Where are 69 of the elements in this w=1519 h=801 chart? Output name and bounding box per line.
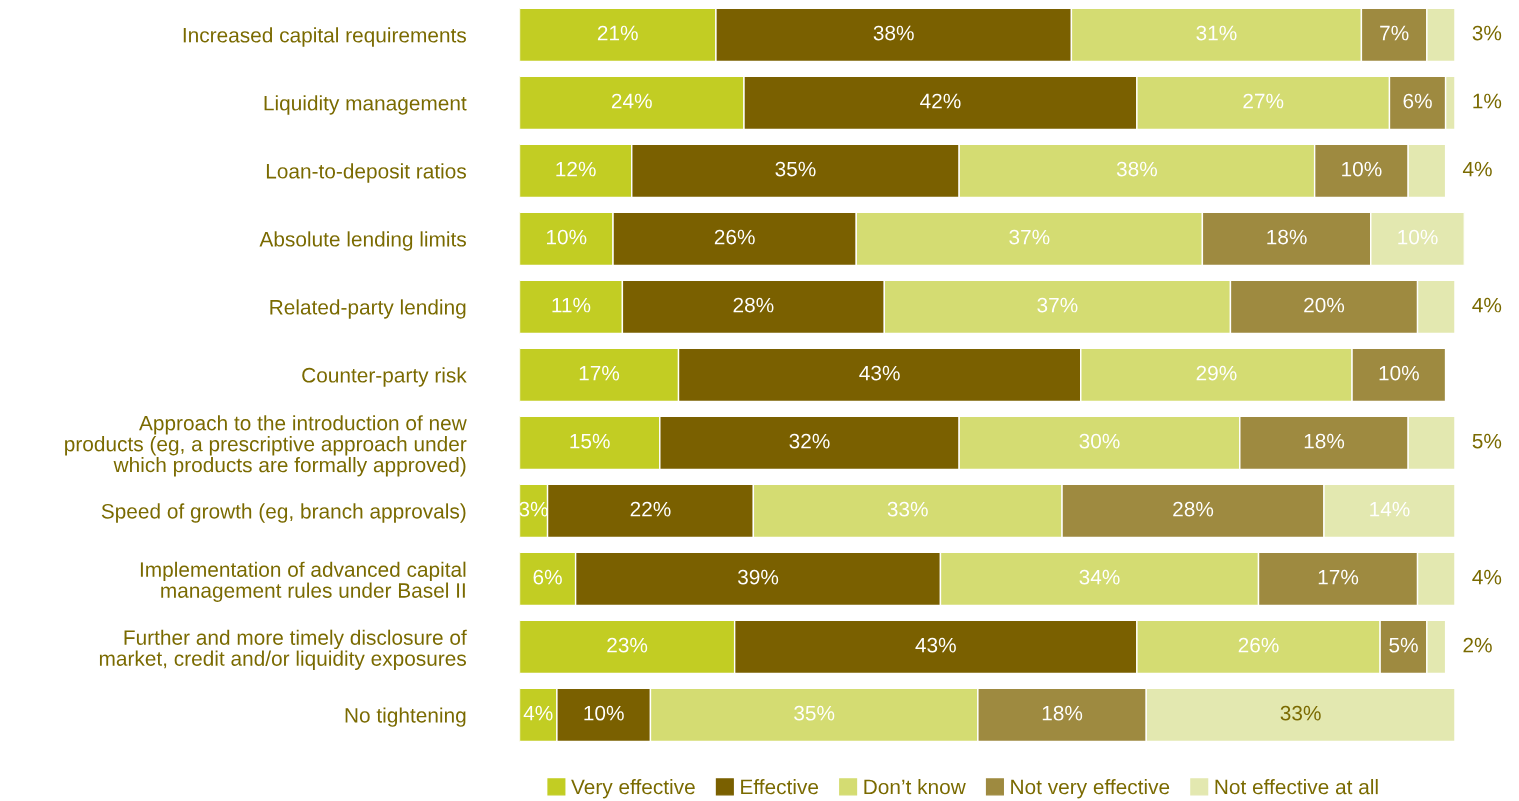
data-label: 10% bbox=[1379, 365, 1419, 381]
data-label: 17% bbox=[1318, 569, 1359, 585]
data-label: 20% bbox=[1304, 297, 1345, 313]
data-label: 6% bbox=[533, 569, 562, 585]
data-label: 26% bbox=[1238, 637, 1279, 653]
data-label: 33% bbox=[1280, 705, 1321, 721]
data-label: 33% bbox=[887, 501, 928, 517]
y-tick-label: Implementation of advanced capital management rules under Basel II bbox=[140, 561, 466, 602]
y-tick-label: Increased capital requirements bbox=[183, 27, 466, 47]
data-label: 28% bbox=[733, 297, 774, 313]
data-label: 32% bbox=[789, 433, 830, 449]
y-tick-label: No tightening bbox=[345, 707, 466, 727]
data-label: 7% bbox=[1380, 25, 1409, 41]
legend-label: Effective bbox=[741, 779, 819, 795]
data-label: 18% bbox=[1304, 433, 1345, 449]
y-tick-label: Counter-party risk bbox=[302, 367, 467, 387]
data-label: 38% bbox=[873, 25, 914, 41]
data-label: 27% bbox=[1243, 93, 1284, 109]
data-label: 10% bbox=[1398, 229, 1438, 245]
data-label: 3% bbox=[1472, 25, 1502, 41]
y-tick-label: Speed of growth (eg, branch approvals) bbox=[101, 503, 466, 523]
data-label: 43% bbox=[915, 637, 956, 653]
y-tick-label: Absolute lending limits bbox=[259, 231, 466, 251]
data-label: 1% bbox=[1473, 93, 1502, 109]
data-label: 6% bbox=[1403, 93, 1432, 109]
legend-label: Very effective bbox=[571, 779, 695, 799]
data-label: 10% bbox=[584, 705, 624, 721]
data-label: 22% bbox=[630, 501, 671, 517]
data-label: 28% bbox=[1173, 501, 1214, 517]
legend-label: Not effective at all bbox=[1215, 779, 1378, 795]
data-label: 4% bbox=[1472, 569, 1502, 585]
data-label: 12% bbox=[556, 161, 596, 177]
data-label: 37% bbox=[1009, 229, 1050, 245]
data-label: 39% bbox=[737, 569, 779, 585]
y-tick-label: Loan-to-deposit ratios bbox=[266, 163, 466, 183]
data-label: 4% bbox=[523, 705, 553, 721]
data-label: 35% bbox=[775, 161, 816, 177]
data-label: 18% bbox=[1042, 705, 1083, 721]
legend-label: Don’t know bbox=[864, 779, 966, 795]
data-label: 5% bbox=[1389, 637, 1418, 653]
data-label: 17% bbox=[579, 365, 620, 381]
data-label: 43% bbox=[859, 365, 900, 381]
data-label: 18% bbox=[1267, 229, 1307, 245]
y-tick-label: Liquidity management bbox=[264, 95, 467, 115]
data-label: 29% bbox=[1196, 365, 1237, 381]
data-label: 4% bbox=[1472, 297, 1502, 313]
data-label: 23% bbox=[607, 637, 648, 653]
data-label: 34% bbox=[1079, 569, 1120, 585]
legend-label: Not very effective bbox=[1011, 779, 1170, 799]
data-label: 31% bbox=[1196, 25, 1237, 41]
data-label: 2% bbox=[1463, 637, 1492, 653]
data-label: 21% bbox=[597, 25, 638, 41]
data-label: 26% bbox=[714, 229, 755, 245]
data-label: 35% bbox=[794, 705, 835, 721]
data-label: 30% bbox=[1079, 433, 1120, 449]
data-label: 24% bbox=[611, 93, 652, 109]
y-tick-label: Approach to the introduction of new products (eg, a prescriptive approach under which products are formally approved) bbox=[65, 415, 467, 477]
y-tick-label: Related-party lending bbox=[270, 299, 466, 319]
data-label: 4% bbox=[1462, 161, 1492, 177]
data-label: 14% bbox=[1370, 501, 1410, 517]
data-label: 10% bbox=[547, 229, 587, 245]
data-label: 15% bbox=[570, 433, 610, 449]
data-label: 5% bbox=[1472, 433, 1502, 449]
y-tick-label: Further and more timely disclosure of market, credit and/or liquidity exposures bbox=[99, 629, 467, 671]
data-label: 11% bbox=[552, 297, 591, 313]
data-label: 38% bbox=[1116, 161, 1158, 177]
data-label: 37% bbox=[1037, 297, 1078, 313]
data-label: 10% bbox=[1342, 161, 1382, 177]
data-label: 42% bbox=[920, 93, 961, 109]
